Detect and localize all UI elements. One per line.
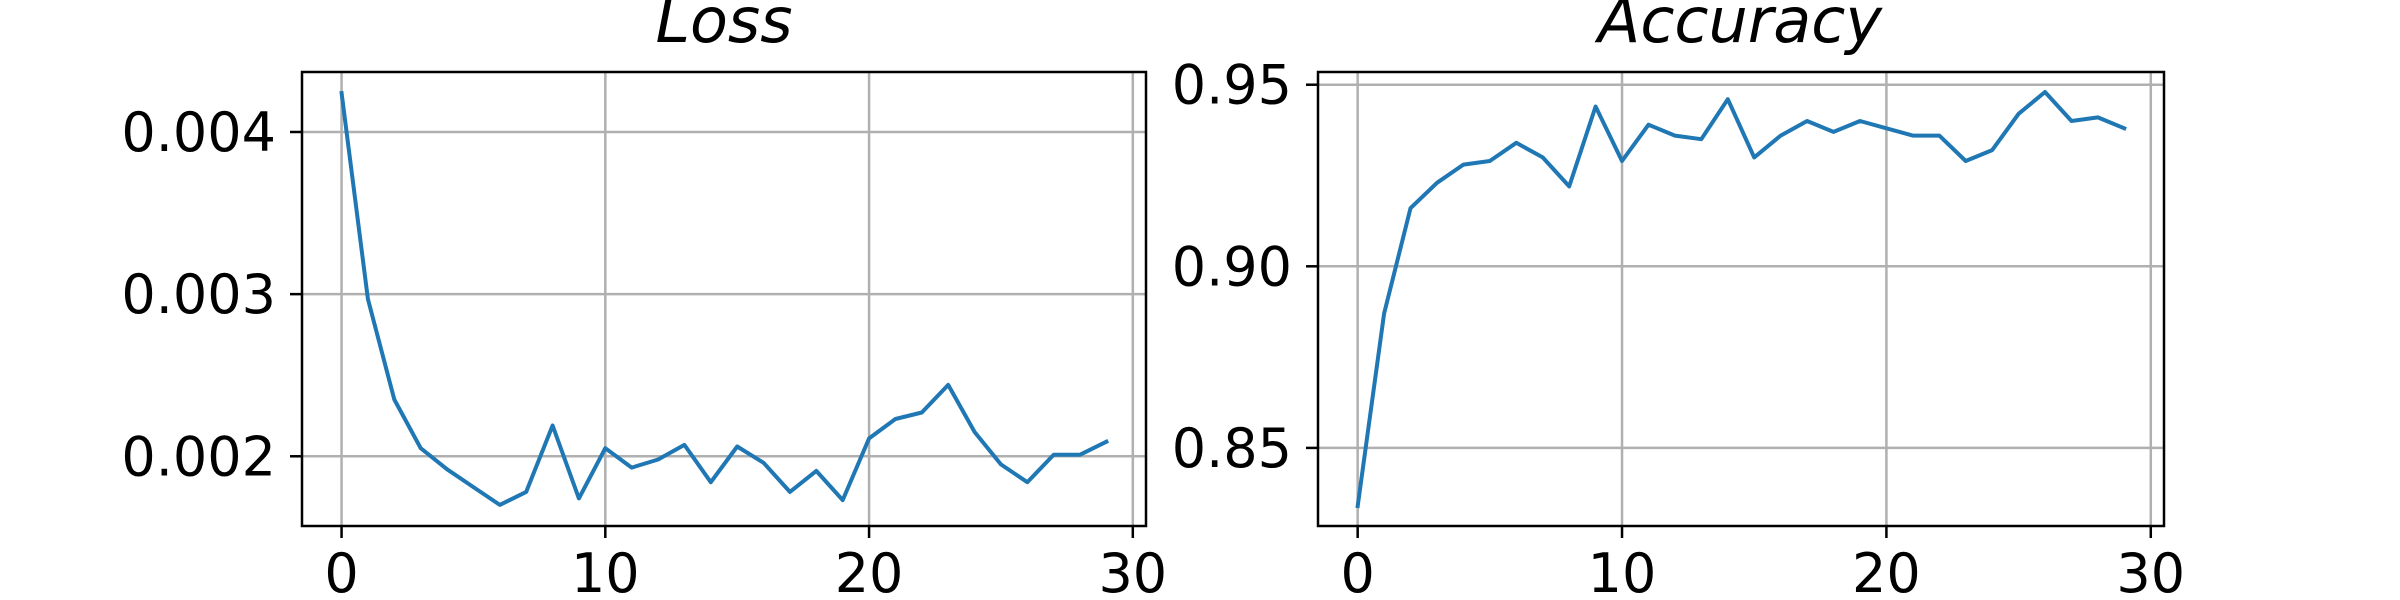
- loss-series-line: [339, 90, 1110, 507]
- loss-subplot: Loss 0 10 20 30 0.002 0.003 0.004: [121, 0, 1167, 600]
- accuracy-series-line: [1355, 90, 2127, 509]
- accuracy-axes-frame: [1316, 70, 2166, 528]
- accuracy-xtick-label: 10: [1588, 542, 1657, 600]
- loss-axes-frame: [300, 70, 1148, 528]
- loss-ytick-label: 0.004: [121, 101, 276, 164]
- loss-ytick-label: 0.002: [121, 425, 276, 488]
- accuracy-ytick-label: 0.85: [1172, 417, 1292, 480]
- loss-xtick-label: 10: [571, 542, 640, 600]
- loss-xtick-label: 0: [324, 542, 358, 600]
- accuracy-title: Accuracy: [1594, 0, 1883, 57]
- loss-xtick-label: 30: [1098, 542, 1167, 600]
- loss-ytick-label: 0.003: [121, 263, 276, 326]
- loss-xtick-label: 20: [835, 542, 904, 600]
- accuracy-xtick-label: 30: [2116, 542, 2185, 600]
- accuracy-subplot: Accuracy 0 10 20 30 0.85 0.90 0.95: [1172, 0, 2185, 600]
- accuracy-xtick-label: 0: [1340, 542, 1374, 600]
- accuracy-ytick-label: 0.95: [1172, 54, 1292, 117]
- accuracy-xtick-label: 20: [1852, 542, 1921, 600]
- loss-title: Loss: [655, 0, 792, 57]
- accuracy-ytick-label: 0.90: [1172, 235, 1292, 298]
